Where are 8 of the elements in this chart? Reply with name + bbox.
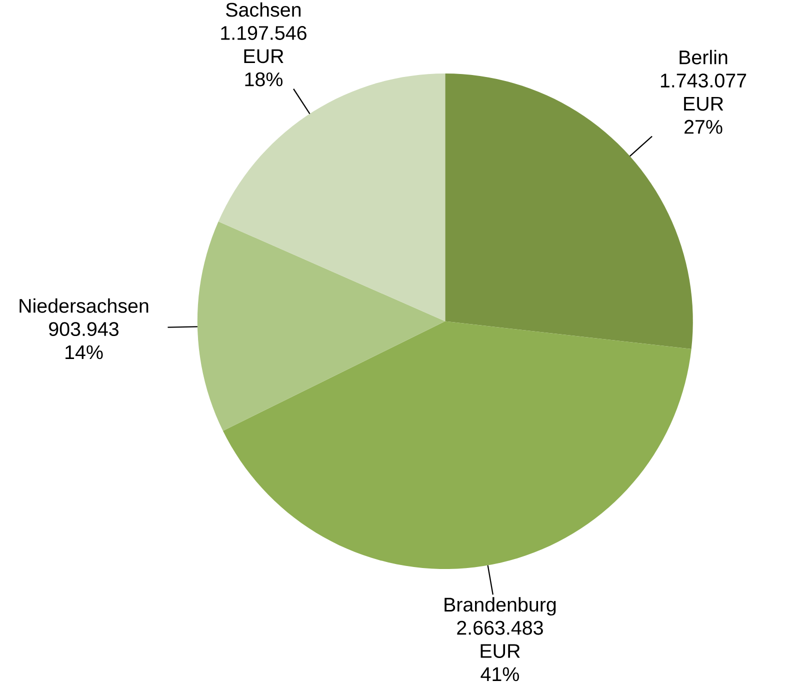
data-label: 1.197.546 EUR 18% [221,26,306,86]
data-label: 2.663.483 EUR 41% [457,620,543,681]
data-label: 903.943 14% [49,322,118,359]
slice-label: Sachsen [226,2,301,17]
slice-label: Brandenburg [444,596,556,616]
data-label: 1.743.077 EUR 27% [660,73,746,134]
slice-label: Niedersachsen [20,298,148,313]
slice-label: Berlin [680,50,728,64]
